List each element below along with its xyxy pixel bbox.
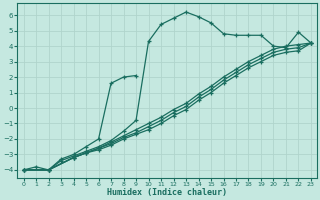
X-axis label: Humidex (Indice chaleur): Humidex (Indice chaleur)	[107, 188, 227, 197]
